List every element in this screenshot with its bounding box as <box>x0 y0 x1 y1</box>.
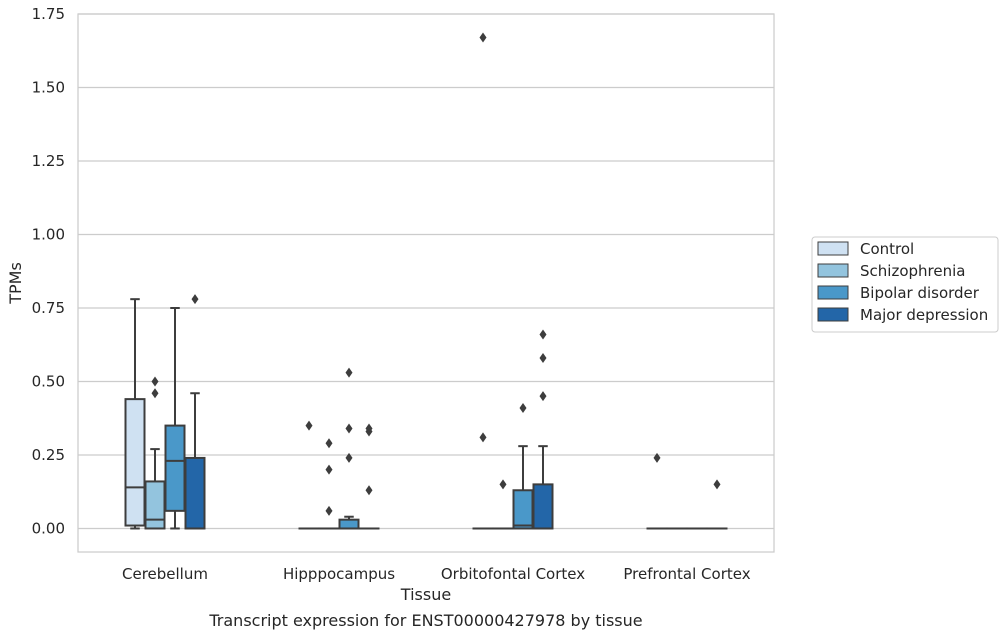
box <box>144 480 166 530</box>
x-tick-labels: Cerebellum Hipppocampus Orbitofontal Corte… <box>122 565 751 583</box>
legend-swatch <box>817 241 849 256</box>
box-plot <box>184 294 206 530</box>
outlier-point <box>325 505 333 516</box>
y-tick-labels: 0.00 0.25 0.50 0.75 1.00 1.25 1.50 1.75 <box>32 5 65 537</box>
y-tick-label: 1.50 <box>32 78 65 96</box>
box-plot <box>532 329 554 530</box>
outlier-point <box>325 464 333 475</box>
y-tick-label: 1.25 <box>32 152 65 170</box>
legend-label: Major depression <box>860 306 988 324</box>
box-plot <box>338 367 360 530</box>
outlier-point <box>539 329 547 340</box>
y-tick-label: 0.00 <box>32 519 65 537</box>
outlier-point <box>479 432 487 443</box>
box <box>512 489 534 530</box>
plot-frame <box>77 13 775 553</box>
box <box>184 456 206 530</box>
outlier-point <box>365 423 373 434</box>
box <box>532 483 554 530</box>
x-tick-label: Prefrontal Cortex <box>623 565 750 583</box>
y-tick-label: 1.75 <box>32 5 65 23</box>
outlier-point <box>151 376 159 387</box>
outlier-point <box>539 352 547 363</box>
outlier-point <box>653 452 661 463</box>
y-tick-label: 0.25 <box>32 446 65 464</box>
legend-swatch <box>817 307 849 322</box>
box-plot <box>512 402 534 530</box>
outlier-point <box>325 438 333 449</box>
outlier-point <box>345 367 353 378</box>
y-tick-label: 1.00 <box>32 225 65 243</box>
box-plot <box>318 438 340 530</box>
y-axis-title: TPMs <box>6 262 25 305</box>
legend: Control Schizophrenia Bipolar disorder Majo… <box>811 236 999 333</box>
outlier-point <box>345 423 353 434</box>
legend-swatch <box>817 263 849 278</box>
box <box>124 398 146 527</box>
x-tick-label: Cerebellum <box>122 565 208 583</box>
box <box>164 424 186 512</box>
outlier-point <box>519 402 527 413</box>
box <box>338 518 360 530</box>
y-tick-label: 0.75 <box>32 299 65 317</box>
x-tick-label: Orbitofontal Cortex <box>441 565 585 583</box>
outlier-point <box>539 391 547 402</box>
box-plot <box>124 298 146 530</box>
outlier-point <box>305 420 313 431</box>
outlier-point <box>151 388 159 399</box>
outlier-point <box>191 294 199 305</box>
outlier-point <box>499 479 507 490</box>
outlier-point <box>365 485 373 496</box>
box-plot <box>298 420 320 530</box>
outlier-point <box>713 479 721 490</box>
box-plot <box>358 423 380 530</box>
chart-caption: Transcript expression for ENST0000042797… <box>208 611 642 630</box>
legend-label: Bipolar disorder <box>860 284 980 302</box>
box-plot <box>492 479 514 530</box>
legend-label: Control <box>860 240 914 258</box>
legend-label: Schizophrenia <box>860 262 965 280</box>
box-plot <box>706 479 728 530</box>
outlier-point <box>345 452 353 463</box>
outlier-point <box>479 32 487 43</box>
legend-frame <box>811 236 999 333</box>
x-axis-title: Tissue <box>400 585 451 604</box>
legend-swatch <box>817 285 849 300</box>
y-tick-label: 0.50 <box>32 372 65 390</box>
box-groups <box>124 32 728 530</box>
x-tick-label: Hipppocampus <box>283 565 395 583</box>
